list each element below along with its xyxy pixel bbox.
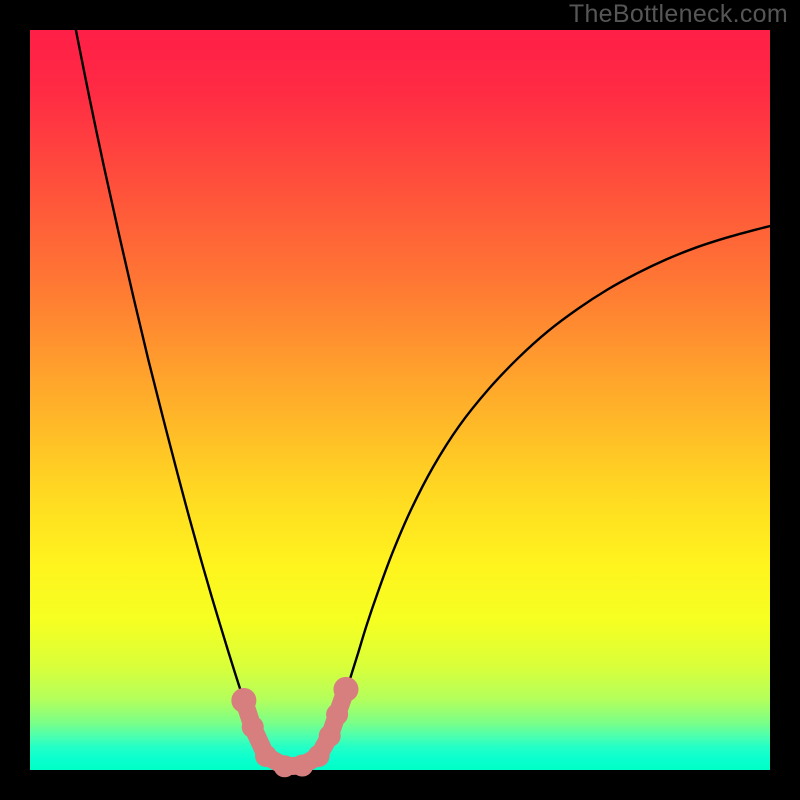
marker-dot [333,677,358,702]
gradient-background [30,30,770,770]
chart-stage: TheBottleneck.com [0,0,800,800]
bottleneck-curve-chart [30,30,770,770]
plot-area [30,30,770,770]
marker-dot [319,725,341,747]
marker-dot [231,688,256,713]
marker-dot [242,716,264,738]
marker-dot [308,745,330,767]
watermark-text: TheBottleneck.com [569,0,788,29]
marker-dot [255,745,277,767]
marker-dot [326,704,348,726]
